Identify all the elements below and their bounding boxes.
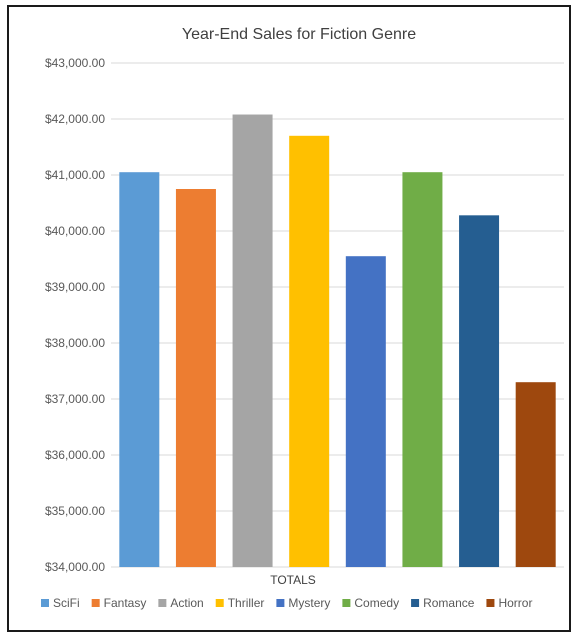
y-tick-label: $34,000.00 bbox=[45, 560, 105, 574]
bar-scifi bbox=[119, 172, 160, 567]
y-tick-label: $36,000.00 bbox=[45, 448, 105, 462]
y-tick-label: $35,000.00 bbox=[45, 504, 105, 518]
legend-label: Fantasy bbox=[104, 596, 147, 610]
legend-label: SciFi bbox=[53, 596, 80, 610]
chart-title: Year-End Sales for Fiction Genre bbox=[182, 26, 416, 43]
legend-swatch bbox=[41, 599, 49, 607]
legend-swatch bbox=[91, 599, 100, 607]
bar-comedy bbox=[402, 172, 443, 567]
legend-label: Comedy bbox=[354, 596, 399, 610]
y-tick-label: $41,000.00 bbox=[45, 168, 105, 182]
legend-label: Thriller bbox=[228, 596, 265, 610]
legend-swatch bbox=[215, 599, 224, 607]
y-tick-label: $43,000.00 bbox=[45, 56, 105, 70]
chart-frame: Year-End Sales for Fiction Genre $34,000… bbox=[7, 5, 571, 632]
legend-swatch bbox=[276, 599, 285, 607]
y-tick-label: $38,000.00 bbox=[45, 336, 105, 350]
legend: SciFi Fantasy Action Thriller Mystery Comedy R… bbox=[41, 596, 532, 610]
y-tick-label: $37,000.00 bbox=[45, 392, 105, 406]
legend-swatch bbox=[342, 599, 351, 607]
y-axis-tick-labels: $34,000.00 $35,000.00 $36,000.00 $37,000.00… bbox=[45, 56, 105, 574]
bar-thriller bbox=[289, 135, 330, 568]
legend-label: Horror bbox=[498, 596, 532, 610]
bar-romance bbox=[459, 215, 500, 567]
bar-action bbox=[232, 114, 273, 568]
y-tick-label: $40,000.00 bbox=[45, 224, 105, 238]
bar-fantasy bbox=[175, 189, 216, 567]
y-tick-label: $42,000.00 bbox=[45, 112, 105, 126]
y-tick-label: $39,000.00 bbox=[45, 280, 105, 294]
bar-mystery bbox=[345, 256, 386, 567]
bar-chart: Year-End Sales for Fiction Genre $34,000… bbox=[41, 26, 564, 610]
legend-swatch bbox=[411, 599, 420, 607]
legend-label: Mystery bbox=[288, 596, 330, 610]
legend-label: Romance bbox=[423, 596, 475, 610]
legend-label: Action bbox=[170, 596, 203, 610]
legend-swatch bbox=[158, 599, 167, 607]
bars bbox=[119, 114, 556, 568]
x-axis-label: TOTALS bbox=[270, 573, 316, 587]
bar-horror bbox=[515, 382, 556, 567]
legend-swatch bbox=[486, 599, 495, 607]
